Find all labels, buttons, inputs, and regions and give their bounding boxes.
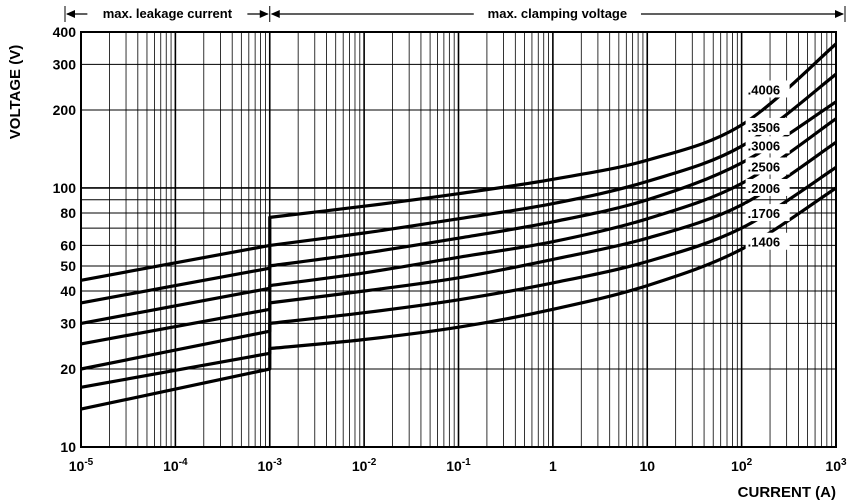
series-label-bg [745, 232, 790, 250]
series-label-bg [745, 80, 790, 98]
plot-frame [80, 31, 837, 448]
series-line [80, 100, 837, 325]
y-tick-label: 100 [53, 180, 77, 196]
series-curves [80, 42, 838, 411]
y-tick-label: 200 [53, 102, 77, 118]
y-tick-label: 40 [60, 283, 76, 299]
leakage-region-label: max. leakage current [103, 6, 233, 21]
series-line [80, 72, 837, 305]
clamping-region-arrowhead [835, 10, 844, 18]
series-line [80, 186, 837, 411]
series-line [80, 42, 838, 282]
x-tick-label: 10-1 [446, 457, 471, 474]
leakage-region-arrowhead [66, 10, 75, 18]
grid [80, 31, 837, 448]
clamping-region-arrowhead [270, 10, 280, 18]
series-label: .3506 [748, 120, 781, 135]
series-label-bg [745, 136, 790, 154]
x-tick-label: 103 [825, 457, 847, 474]
y-axis-title: VOLTAGE (V) [7, 45, 24, 139]
y-tick-label: 300 [53, 56, 77, 72]
y-tick-label: 60 [60, 237, 76, 253]
series-label-bg [745, 117, 790, 135]
clamping-region-label: max. clamping voltage [488, 6, 627, 21]
x-tick-label: 10-4 [163, 457, 188, 474]
x-axis-title: CURRENT (A) [738, 484, 836, 501]
y-tick-label: 80 [60, 205, 76, 221]
series-label-bg [745, 178, 790, 196]
series-label: .1706 [748, 206, 781, 221]
series-labels: .4006 .3506 .3006 .2506 .2006 .1706 .1406 [745, 80, 790, 250]
x-tick-labels: 10-5 10-4 10-3 10-2 10-1 1 10 102 103 [69, 457, 847, 474]
y-tick-label: 400 [53, 24, 77, 40]
series-line [80, 140, 837, 371]
y-tick-label: 20 [60, 361, 76, 377]
series-line [80, 166, 837, 389]
y-tick-label: 50 [60, 258, 76, 274]
series-label: .3006 [748, 138, 781, 153]
x-tick-label: 10-5 [69, 457, 94, 474]
series-line [80, 117, 837, 346]
region-annotations: max. leakage current max. clamping voltag… [64, 6, 846, 22]
x-tick-label: 10 [639, 458, 655, 474]
series-label-bg [745, 157, 790, 175]
y-tick-label: 10 [60, 439, 76, 455]
series-label: .4006 [748, 82, 781, 97]
x-tick-label: 1 [549, 458, 557, 474]
x-tick-label: 102 [731, 457, 753, 474]
series-label-bg [745, 204, 790, 222]
series-label: .1406 [748, 235, 781, 250]
leakage-region-arrowhead [259, 10, 269, 18]
x-tick-label: 10-3 [258, 457, 283, 474]
x-tick-label: 10-2 [352, 457, 377, 474]
series-label: .2006 [748, 181, 781, 196]
y-tick-labels: 10 20 30 40 50 60 80 100 200 300 400 [53, 24, 77, 455]
y-tick-label: 30 [60, 315, 76, 331]
series-label: .2506 [748, 160, 781, 175]
